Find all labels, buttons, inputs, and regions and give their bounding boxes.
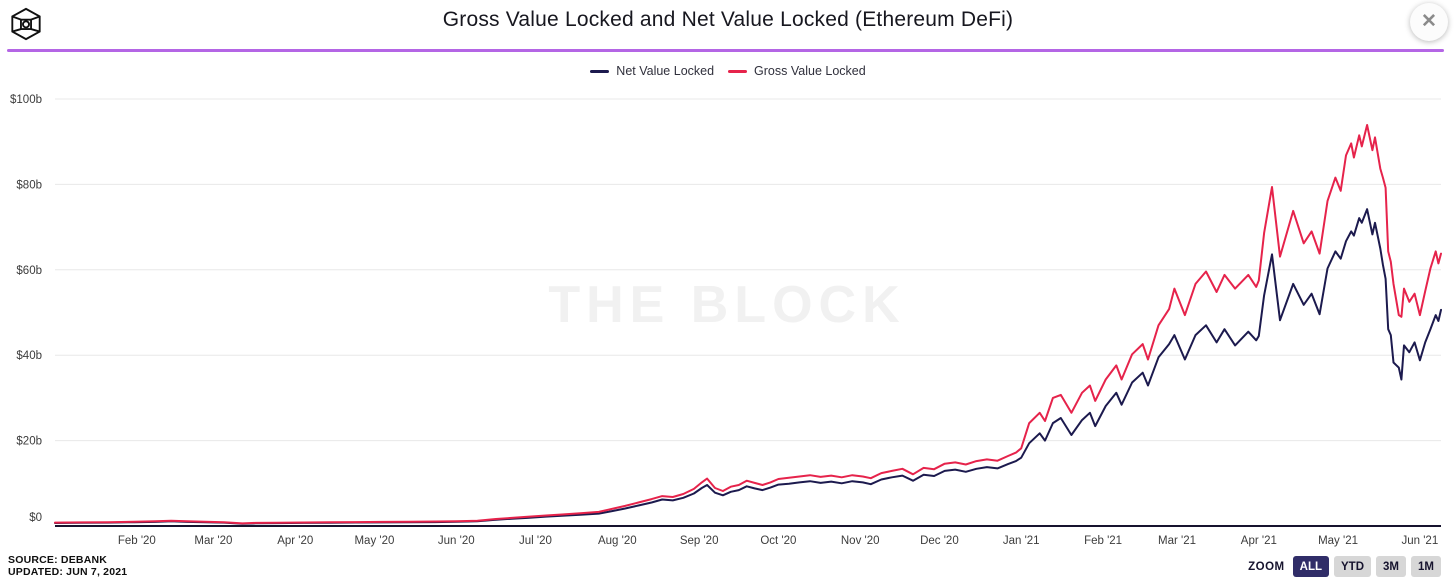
svg-text:Jun '20: Jun '20	[438, 535, 475, 547]
svg-text:THE BLOCK: THE BLOCK	[548, 276, 905, 334]
svg-text:Apr '21: Apr '21	[1241, 535, 1277, 547]
svg-text:May '21: May '21	[1318, 535, 1358, 547]
svg-text:$80b: $80b	[16, 179, 42, 191]
purple-divider	[7, 49, 1444, 52]
range-button-1m[interactable]: 1M	[1411, 556, 1441, 577]
svg-text:Dec '20: Dec '20	[920, 535, 959, 547]
svg-text:Mar '20: Mar '20	[194, 535, 232, 547]
range-button-3m[interactable]: 3M	[1376, 556, 1406, 577]
svg-text:Feb '21: Feb '21	[1084, 535, 1122, 547]
svg-text:$0: $0	[29, 512, 42, 524]
net-line-swatch	[590, 69, 610, 73]
svg-text:$100b: $100b	[10, 94, 42, 106]
legend-item-net-value-locked[interactable]: Net Value Locked	[590, 64, 714, 78]
page-title: Gross Value Locked and Net Value Locked …	[442, 8, 1014, 31]
the-block-logo	[11, 7, 41, 41]
gross-line-swatch	[728, 69, 748, 73]
svg-text:$40b: $40b	[16, 350, 42, 362]
svg-text:Jul '20: Jul '20	[519, 535, 552, 547]
zoom-label: ZOOM	[1248, 560, 1285, 573]
svg-text:$60b: $60b	[16, 265, 42, 277]
svg-text:May '20: May '20	[354, 535, 394, 547]
range-button-all[interactable]: ALL	[1292, 556, 1329, 577]
svg-text:Jun '21: Jun '21	[1402, 535, 1439, 547]
svg-text:Jan '21: Jan '21	[1003, 535, 1040, 547]
svg-text:Feb '20: Feb '20	[118, 535, 156, 547]
chart-legend: Net Value Locked Gross Value Locked	[0, 64, 1456, 78]
svg-text:Nov '20: Nov '20	[841, 535, 880, 547]
svg-text:Mar '21: Mar '21	[1158, 535, 1196, 547]
svg-text:$20b: $20b	[16, 436, 42, 448]
updated-line: UPDATED: JUN 7, 2021	[8, 565, 128, 578]
source-attribution: SOURCE: DEBANK UPDATED: JUN 7, 2021	[8, 554, 128, 578]
svg-text:Apr '20: Apr '20	[277, 535, 313, 547]
zoom-controls: ZOOM ALL YTD 3M 1M	[1248, 556, 1441, 577]
range-button-ytd[interactable]: YTD	[1334, 556, 1371, 577]
legend-label: Gross Value Locked	[754, 64, 866, 78]
legend-label: Net Value Locked	[616, 64, 715, 78]
svg-text:Sep '20: Sep '20	[680, 535, 719, 547]
close-button[interactable]: ✕	[1410, 3, 1448, 41]
svg-text:Oct '20: Oct '20	[760, 535, 796, 547]
source-line: SOURCE: DEBANK	[8, 554, 108, 566]
legend-item-gross-value-locked[interactable]: Gross Value Locked	[728, 64, 866, 78]
svg-text:Aug '20: Aug '20	[598, 535, 637, 547]
